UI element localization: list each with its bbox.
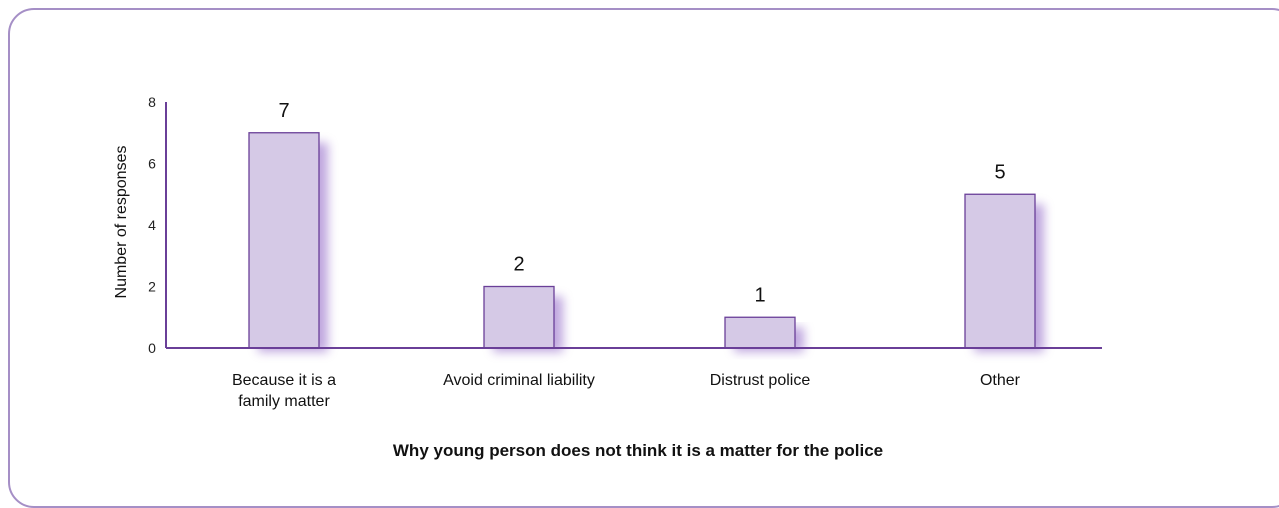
y-tick-label: 2: [148, 279, 156, 295]
bar-chart: 7 Because it is a family matter 2 Avoid crim…: [113, 94, 1102, 460]
category-label: Because it is a: [232, 372, 336, 389]
bar: [724, 316, 796, 349]
y-axis-title: Number of responses: [113, 146, 130, 299]
value-label: 7: [278, 100, 289, 122]
y-tick-label: 8: [148, 94, 156, 110]
value-label: 1: [754, 284, 765, 306]
value-label: 5: [994, 161, 1005, 183]
bar: [248, 132, 320, 349]
y-tick-label: 4: [148, 217, 156, 233]
category-label: family matter: [238, 393, 330, 410]
x-axis-title: Why young person does not think it is a …: [393, 441, 883, 460]
bar: [964, 193, 1036, 349]
value-label: 2: [513, 254, 524, 276]
category-label: Avoid criminal liability: [443, 372, 595, 389]
category-label: Other: [980, 372, 1021, 389]
bar: [483, 285, 555, 349]
y-tick-label: 6: [148, 156, 156, 172]
category-label: Distrust police: [710, 372, 811, 389]
y-tick-label: 0: [148, 340, 156, 356]
